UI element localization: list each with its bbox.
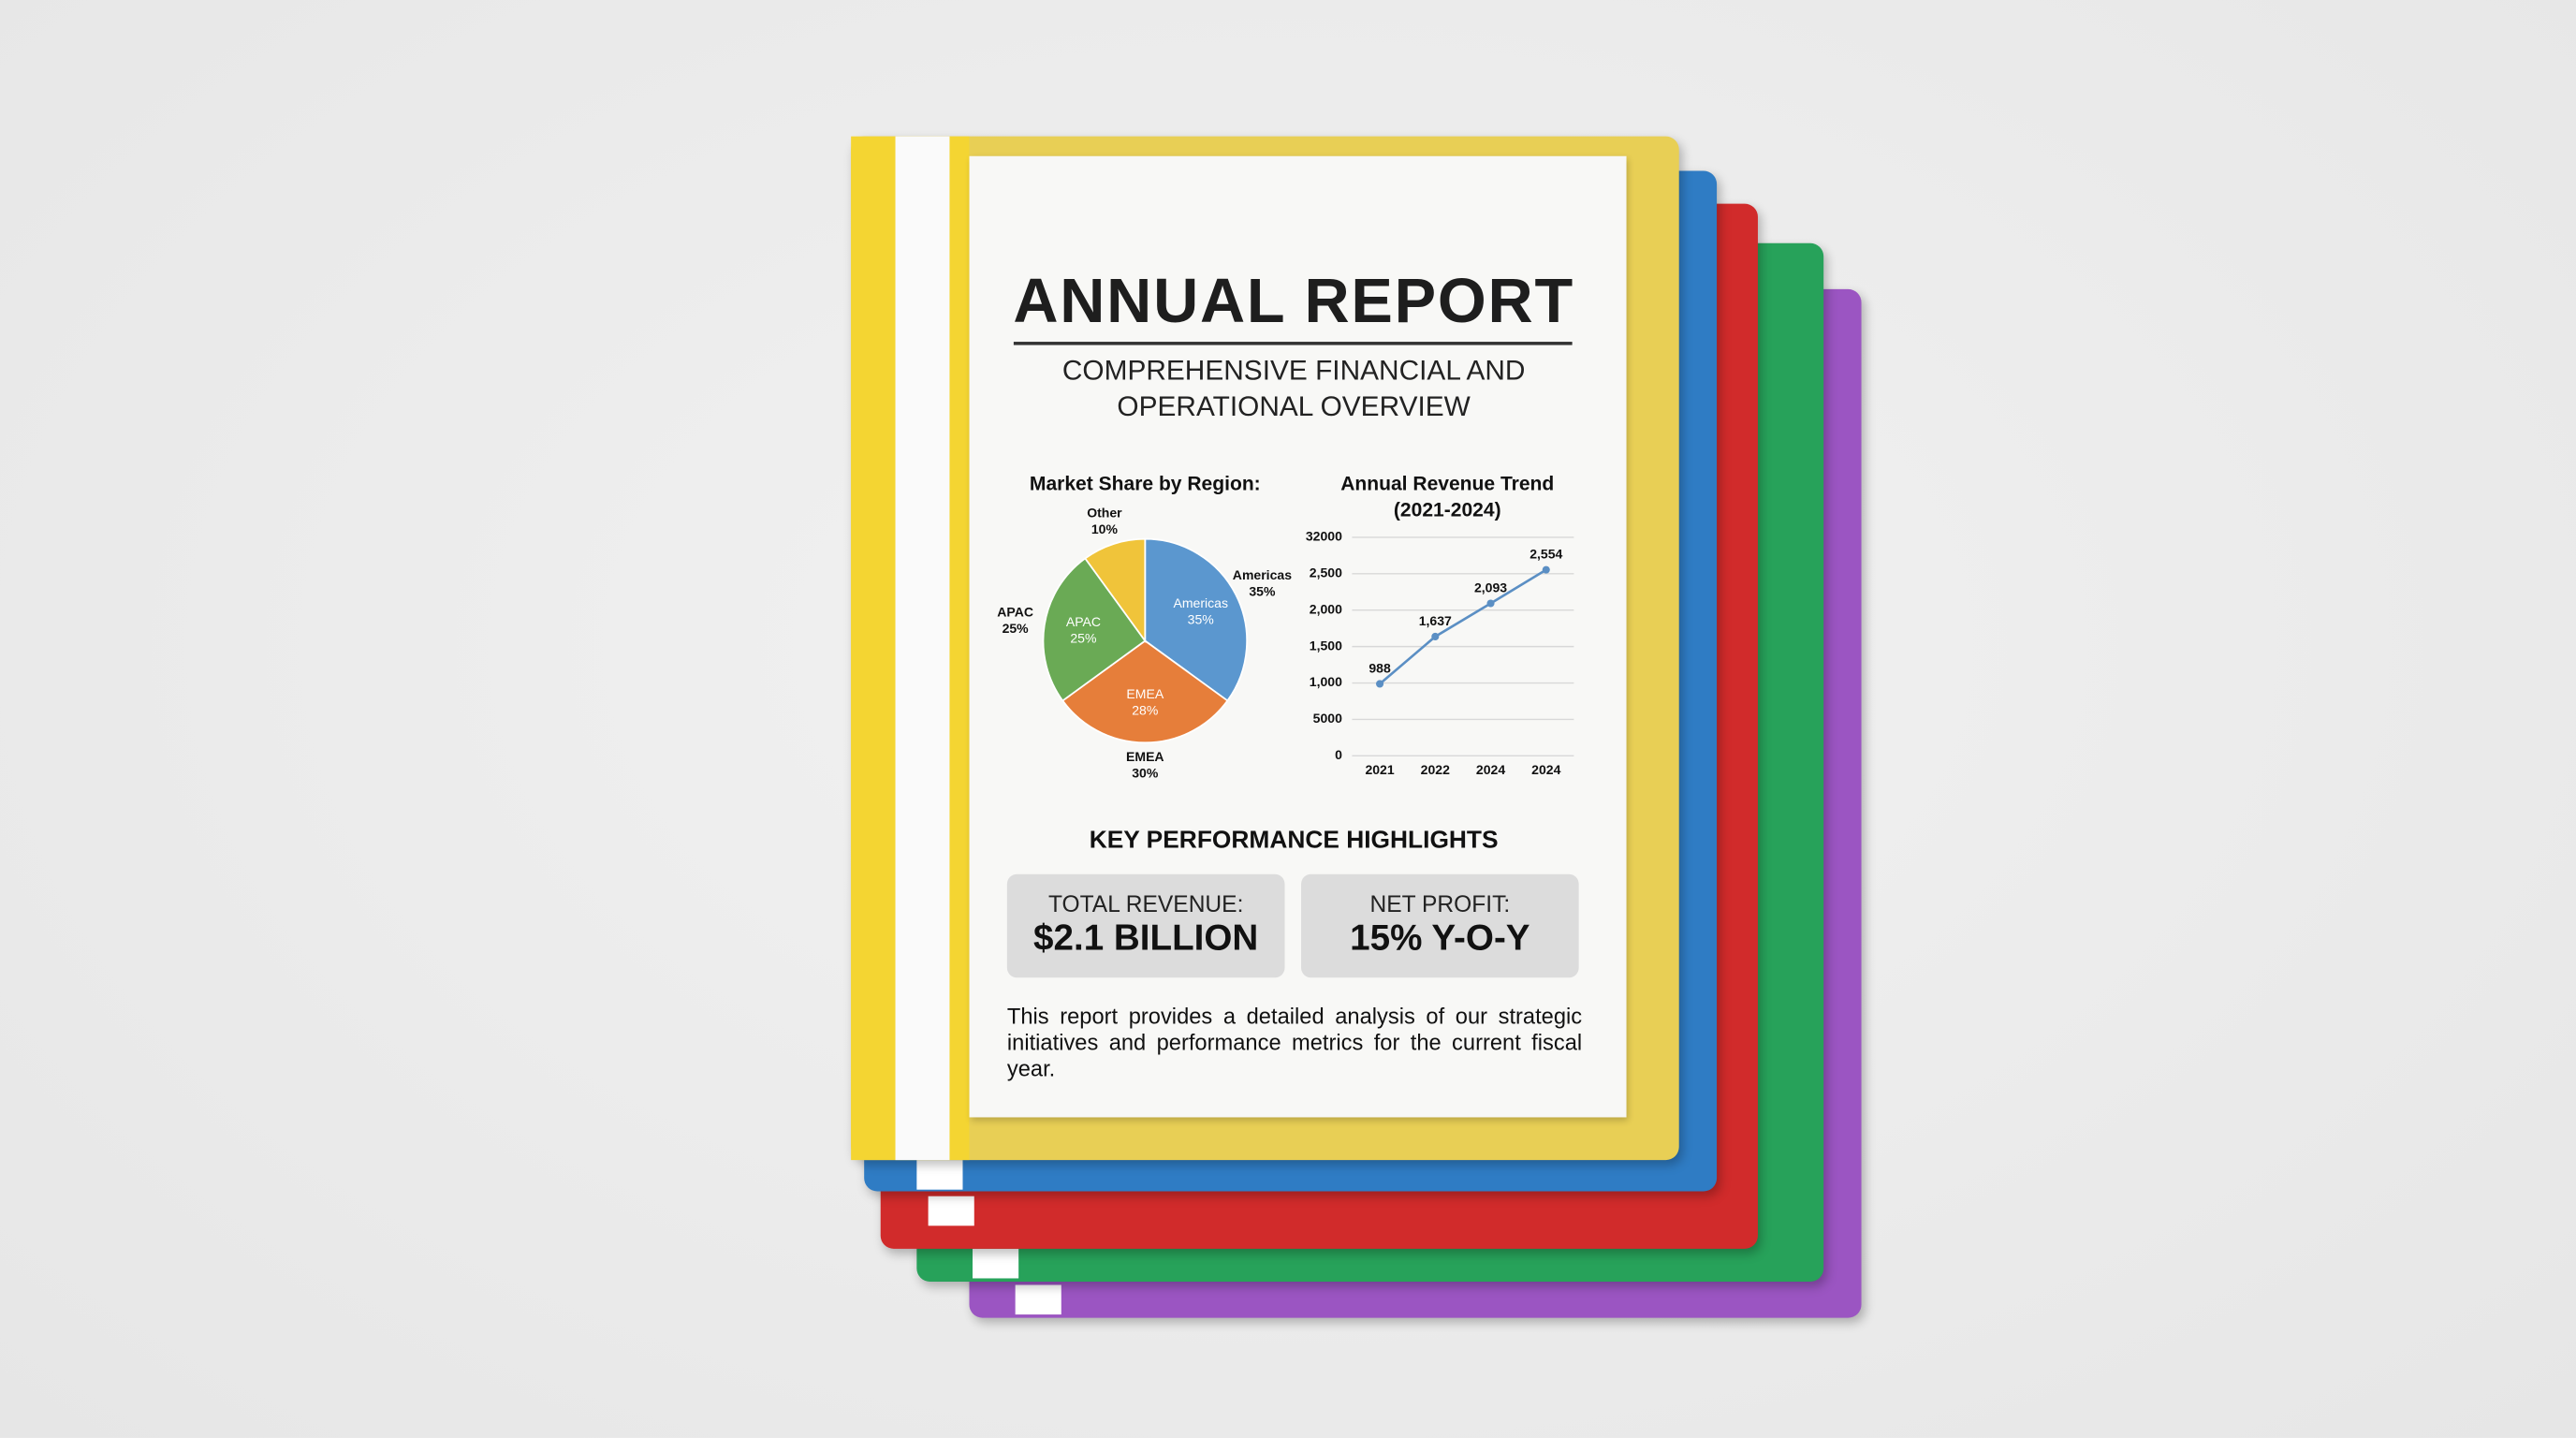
pie-slice xyxy=(1061,639,1229,744)
kpi-card: TOTAL REVENUE: $2.1 BILLION xyxy=(1006,873,1285,978)
body-text: This report provides a detailed analysis… xyxy=(1006,1004,1583,1081)
slice-value: 35% xyxy=(1249,583,1276,598)
slice-name: Americas xyxy=(1233,567,1292,582)
slice-name: APAC xyxy=(997,605,1033,620)
y-tick-label: 32000 xyxy=(1306,529,1342,544)
y-tick-label: 2,000 xyxy=(1310,601,1342,616)
slice-value: 30% xyxy=(1132,765,1159,780)
slice-value: 25% xyxy=(1003,621,1030,636)
data-label: 988 xyxy=(1368,660,1391,675)
data-point xyxy=(1431,632,1440,641)
slice-inner-value: 28% xyxy=(1132,703,1158,718)
chart-title: Market Share by Region: xyxy=(1030,473,1261,494)
folder-tab xyxy=(1015,1284,1061,1315)
slice-inner-value: 25% xyxy=(1070,631,1096,646)
title-rule xyxy=(1013,342,1573,345)
report-subtitle: COMPREHENSIVE FINANCIAL AND OPERATIONAL … xyxy=(1061,355,1526,423)
y-tick-label: 5000 xyxy=(1313,711,1342,726)
kpi-label: NET PROFIT: xyxy=(1369,890,1511,917)
pie-slice xyxy=(1042,557,1147,702)
data-point xyxy=(1376,680,1384,688)
folder-tab xyxy=(916,1160,963,1190)
y-tick-label: 2,500 xyxy=(1310,565,1342,580)
folder-tab xyxy=(928,1196,974,1226)
y-tick-label: 1,000 xyxy=(1310,674,1342,689)
data-label: 1,637 xyxy=(1419,613,1452,628)
pie-slice xyxy=(1084,537,1147,644)
slice-value: 10% xyxy=(1091,521,1119,536)
data-point xyxy=(1486,599,1495,608)
revenue-line xyxy=(1379,568,1547,685)
y-tick-label: 0 xyxy=(1335,747,1342,762)
spine-strip xyxy=(895,136,950,1161)
x-tick-label: 2021 xyxy=(1365,762,1394,777)
slice-name: EMEA xyxy=(1126,749,1164,764)
data-point xyxy=(1542,565,1550,574)
x-tick-label: 2022 xyxy=(1421,762,1450,777)
kpi-value: $2.1 BILLION xyxy=(1033,917,1259,959)
highlights-heading: KEY PERFORMANCE HIGHLIGHTS xyxy=(1089,826,1499,855)
slice-inner-value: 35% xyxy=(1188,612,1214,627)
report-title: ANNUAL REPORT xyxy=(1013,268,1574,337)
data-label: 2,093 xyxy=(1474,580,1507,594)
pie-slice xyxy=(1144,537,1248,702)
x-tick-label: 2024 xyxy=(1476,762,1505,777)
slice-inner-name: EMEA xyxy=(1126,686,1164,701)
folder-tab xyxy=(973,1248,1019,1279)
x-tick-label: 2024 xyxy=(1531,762,1560,777)
slice-name: Other xyxy=(1087,506,1122,521)
chart-title: Annual Revenue Trend xyxy=(1340,473,1554,494)
slice-inner-name: Americas xyxy=(1173,595,1227,610)
y-tick-label: 1,500 xyxy=(1310,638,1342,653)
data-label: 2,554 xyxy=(1530,547,1562,562)
kpi-value: 15% Y-O-Y xyxy=(1350,917,1530,959)
kpi-card: NET PROFIT: 15% Y-O-Y xyxy=(1301,873,1579,978)
kpi-label: TOTAL REVENUE: xyxy=(1047,890,1244,917)
chart-subtitle: (2021-2024) xyxy=(1394,499,1501,521)
slice-inner-name: APAC xyxy=(1066,614,1101,629)
